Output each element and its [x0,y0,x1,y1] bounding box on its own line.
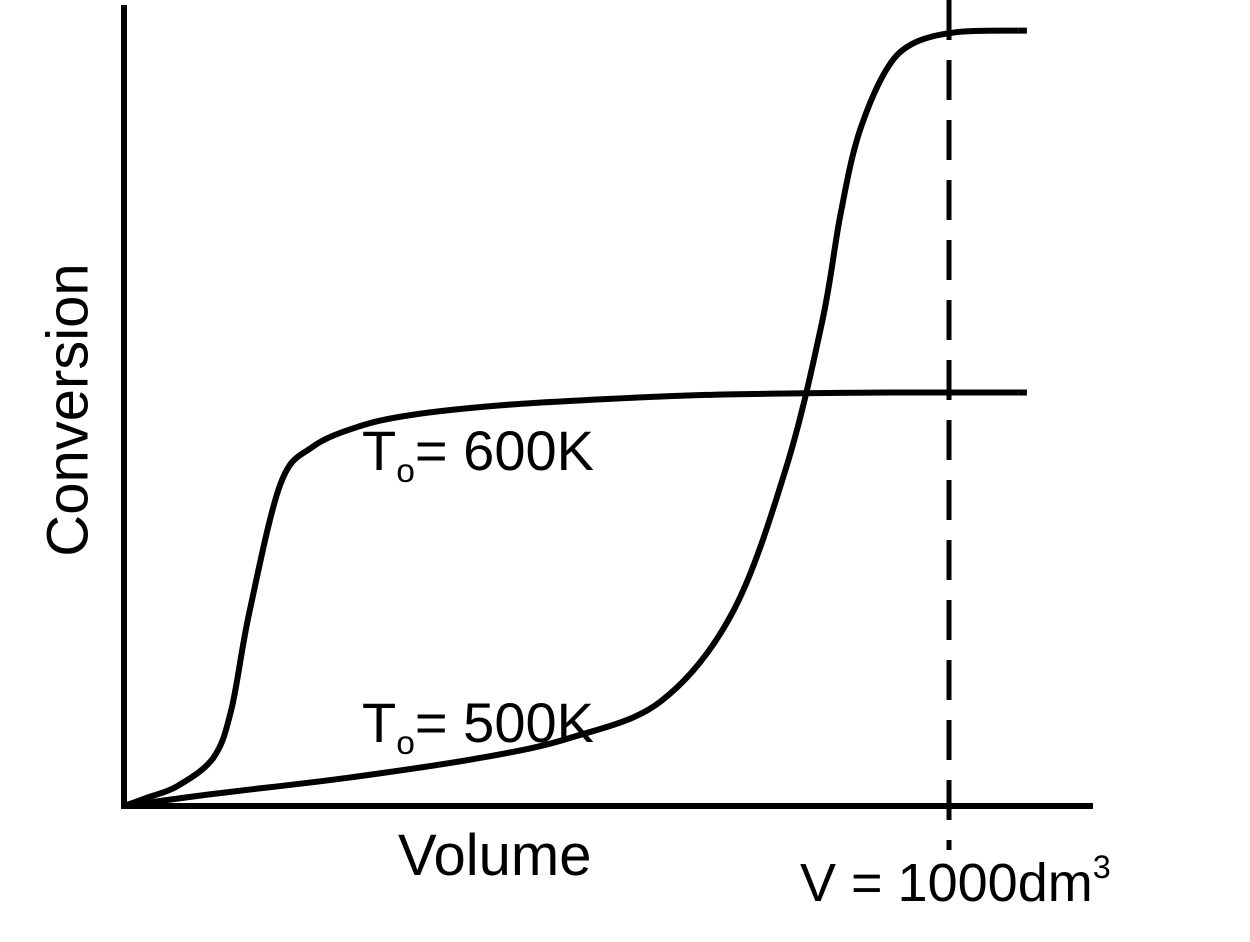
volume-marker-label-text: V = 1000dm [800,853,1093,913]
series-line-500k [123,27,1019,809]
series-label-500k: To= 500K [362,690,594,762]
series-layer [123,27,1027,809]
series-label-600k-suffix: = 600K [414,419,594,482]
y-axis-label: Conversion [35,263,101,557]
series-label-600k: To= 600K [362,418,594,490]
series-line-600k [123,389,1019,809]
series-label-600k-subscript: o [396,452,415,490]
series-label-600k-prefix: T [362,419,397,482]
series-label-500k-suffix: = 500K [414,691,594,754]
x-axis-label: Volume [398,823,592,888]
volume-marker-label-superscript: 3 [1092,849,1111,886]
volume-marker-label: V = 1000dm3 [800,849,1111,914]
series-label-500k-subscript: o [396,724,415,762]
series-label-500k-prefix: T [362,691,397,754]
